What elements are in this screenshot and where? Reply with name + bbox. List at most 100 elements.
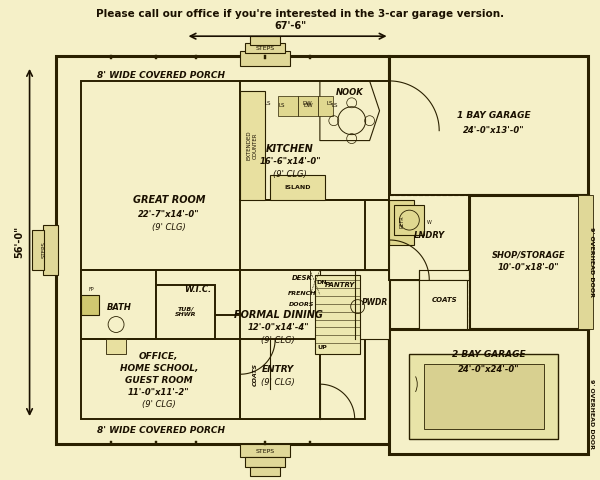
- Bar: [194, 55, 197, 59]
- Bar: [389, 195, 469, 280]
- Text: LS: LS: [326, 101, 333, 106]
- Text: 1 BAY GARAGE: 1 BAY GARAGE: [457, 111, 530, 120]
- Text: NOOK: NOOK: [336, 88, 364, 97]
- Bar: [156, 270, 241, 314]
- Bar: [394, 205, 424, 235]
- Text: EXTENDED
COUNTER: EXTENDED COUNTER: [247, 131, 257, 160]
- Text: (9' CLG): (9' CLG): [142, 399, 176, 408]
- Bar: [241, 51, 290, 66]
- Text: 9' OVERHEAD DOOR: 9' OVERHEAD DOOR: [589, 379, 594, 449]
- Text: REFR: REFR: [400, 216, 405, 228]
- Text: 11'-0"x11'-2": 11'-0"x11'-2": [128, 388, 190, 396]
- Text: COATS: COATS: [431, 297, 457, 303]
- Bar: [315, 275, 359, 354]
- Text: KITCHEN: KITCHEN: [266, 144, 314, 154]
- Text: 56'-0": 56'-0": [14, 226, 25, 258]
- Text: STEPS: STEPS: [256, 46, 275, 50]
- Text: STEPS: STEPS: [42, 241, 47, 258]
- Text: 67'-6": 67'-6": [274, 21, 306, 31]
- Bar: [155, 55, 157, 59]
- Text: (9' CLG): (9' CLG): [261, 378, 295, 387]
- Bar: [270, 175, 325, 200]
- Text: STEPS: STEPS: [256, 449, 275, 454]
- Bar: [389, 200, 415, 245]
- Bar: [578, 195, 593, 329]
- Text: Please call our office if you're interested in the 3-car garage version.: Please call our office if you're interes…: [96, 9, 504, 19]
- Text: SHOP/STORAGE: SHOP/STORAGE: [492, 251, 566, 259]
- Bar: [424, 364, 544, 429]
- Text: ENTRY: ENTRY: [262, 365, 294, 374]
- Text: DESK: DESK: [292, 275, 313, 281]
- Text: W: W: [427, 220, 431, 225]
- Bar: [245, 457, 285, 467]
- Text: LS: LS: [265, 101, 271, 106]
- Bar: [43, 225, 58, 275]
- Text: FRENCH: FRENCH: [288, 291, 316, 296]
- Bar: [81, 295, 99, 314]
- Bar: [32, 230, 44, 270]
- Text: 24'-0"x13'-0": 24'-0"x13'-0": [463, 126, 524, 135]
- Text: (9' CLG): (9' CLG): [261, 336, 295, 345]
- Text: 10'-0"x18'-0": 10'-0"x18'-0": [498, 264, 559, 272]
- Text: COATS: COATS: [253, 363, 258, 386]
- Bar: [241, 444, 290, 457]
- Text: UP: UP: [317, 345, 327, 350]
- Text: LNDRY: LNDRY: [413, 230, 445, 240]
- Bar: [318, 96, 333, 116]
- Text: DW: DW: [303, 103, 313, 108]
- Bar: [81, 270, 156, 339]
- Text: 8' WIDE COVERED PORCH: 8' WIDE COVERED PORCH: [97, 426, 225, 435]
- Text: 12'-0"x14'-4": 12'-0"x14'-4": [247, 323, 309, 332]
- Bar: [250, 467, 280, 476]
- Text: DW: DW: [302, 101, 312, 106]
- Text: 2 BAY GARAGE: 2 BAY GARAGE: [452, 350, 526, 359]
- Text: LS: LS: [332, 103, 338, 108]
- Text: 16'-6"x14'-0": 16'-6"x14'-0": [259, 157, 321, 166]
- Bar: [110, 55, 112, 59]
- Bar: [320, 270, 389, 339]
- Text: (9' CLG): (9' CLG): [273, 170, 307, 179]
- Text: PANTRY: PANTRY: [325, 282, 355, 288]
- Text: GUEST ROOM: GUEST ROOM: [125, 376, 193, 384]
- Text: FORMAL DINING: FORMAL DINING: [233, 310, 323, 320]
- Text: GREAT ROOM: GREAT ROOM: [133, 195, 205, 205]
- Bar: [106, 339, 126, 354]
- Bar: [155, 441, 157, 445]
- Bar: [241, 81, 389, 200]
- Text: 8' WIDE COVERED PORCH: 8' WIDE COVERED PORCH: [97, 72, 225, 81]
- Bar: [469, 195, 589, 329]
- Text: TUB/
SHWR: TUB/ SHWR: [175, 306, 196, 317]
- Text: HOME SCHOOL,: HOME SCHOOL,: [119, 364, 198, 373]
- Bar: [56, 56, 389, 444]
- Text: 24'-0"x24'-0": 24'-0"x24'-0": [458, 365, 520, 374]
- Bar: [81, 81, 365, 419]
- Text: LS: LS: [279, 103, 286, 108]
- Bar: [250, 36, 280, 45]
- Text: ISLAND: ISLAND: [285, 185, 311, 190]
- Text: PWDR: PWDR: [361, 298, 388, 307]
- Text: (9' CLG): (9' CLG): [152, 223, 185, 231]
- Text: DN: DN: [317, 280, 327, 285]
- Bar: [389, 56, 589, 195]
- Text: W.I.C.: W.I.C.: [184, 285, 211, 294]
- Bar: [194, 441, 197, 445]
- Bar: [409, 354, 559, 439]
- Bar: [309, 441, 311, 445]
- Text: BATH: BATH: [107, 303, 131, 312]
- Bar: [298, 96, 318, 116]
- Bar: [278, 96, 298, 116]
- Bar: [241, 339, 320, 419]
- Bar: [419, 270, 469, 329]
- Bar: [309, 55, 311, 59]
- Bar: [241, 91, 265, 200]
- Text: FP: FP: [88, 287, 94, 292]
- Bar: [156, 285, 215, 339]
- Text: 9' OVERHEAD DOOR: 9' OVERHEAD DOOR: [589, 227, 594, 297]
- Bar: [245, 43, 285, 53]
- Bar: [264, 55, 266, 59]
- Text: 22'-7"x14'-0": 22'-7"x14'-0": [138, 210, 200, 219]
- Bar: [110, 441, 112, 445]
- Bar: [389, 329, 589, 454]
- Bar: [419, 280, 467, 329]
- Bar: [264, 441, 266, 445]
